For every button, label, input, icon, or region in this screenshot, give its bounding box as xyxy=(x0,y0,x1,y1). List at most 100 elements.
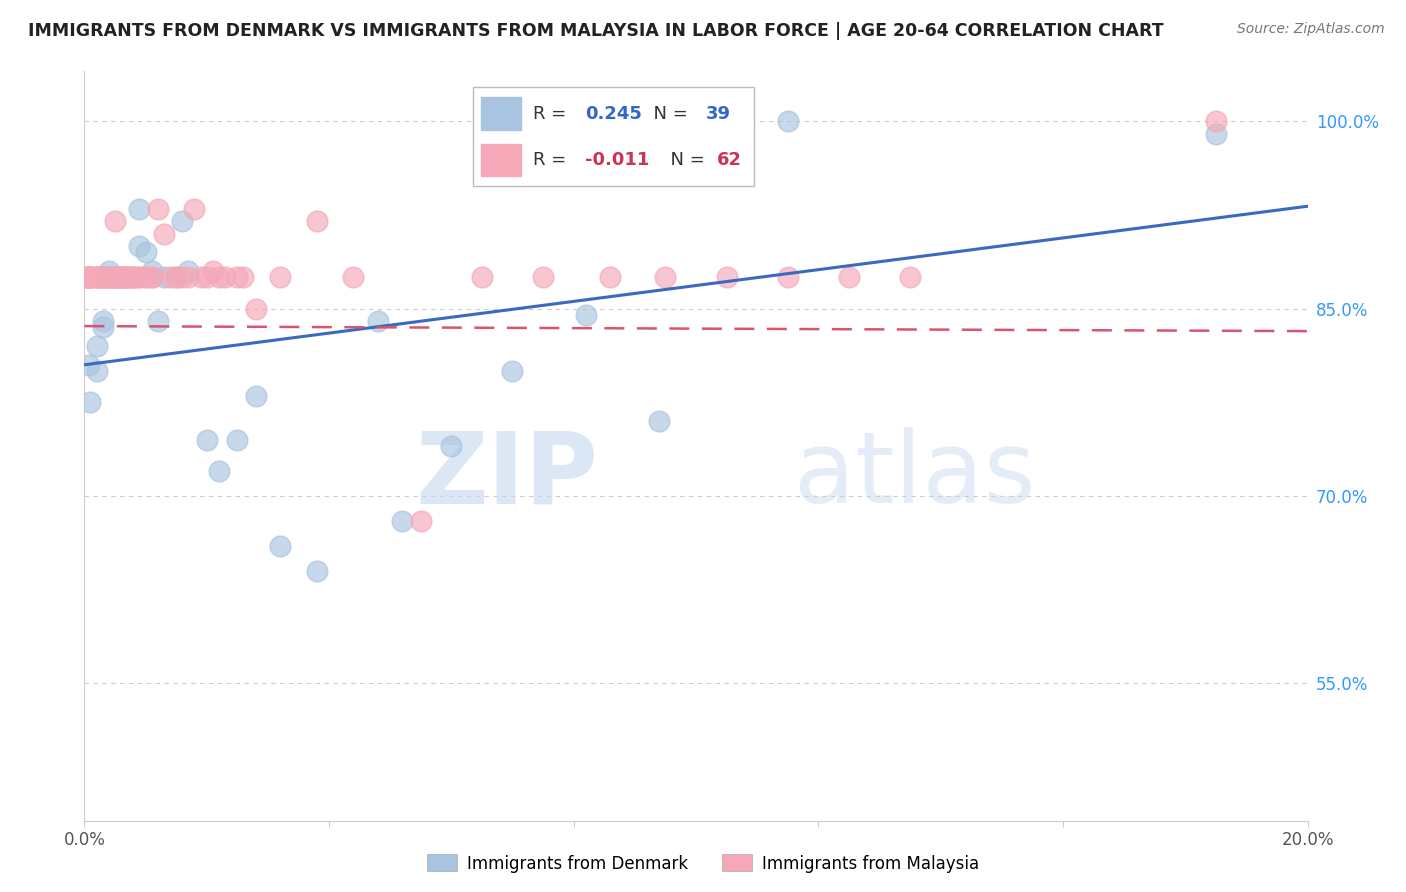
Point xyxy=(190,270,212,285)
Point xyxy=(195,433,218,447)
Point xyxy=(165,270,187,285)
Point xyxy=(104,270,127,285)
Point xyxy=(502,364,524,378)
Point xyxy=(226,270,249,285)
Point xyxy=(153,227,176,241)
Point xyxy=(104,270,127,285)
Point xyxy=(599,270,621,285)
Point xyxy=(122,270,145,285)
Point xyxy=(135,245,157,260)
Point xyxy=(776,114,799,128)
Point xyxy=(76,270,98,285)
Point xyxy=(115,270,138,285)
Point xyxy=(1205,114,1227,128)
Point xyxy=(91,270,114,285)
Point xyxy=(440,439,463,453)
Point xyxy=(86,270,108,285)
Text: atlas: atlas xyxy=(794,427,1035,524)
Point xyxy=(776,270,799,285)
Point xyxy=(305,214,328,228)
Point xyxy=(135,270,157,285)
Point xyxy=(86,364,108,378)
Point xyxy=(269,270,291,285)
Point xyxy=(104,270,127,285)
Point xyxy=(409,514,432,528)
Point xyxy=(172,270,194,285)
Point xyxy=(128,239,150,253)
Point xyxy=(110,270,132,285)
Point xyxy=(342,270,364,285)
Point xyxy=(177,264,200,278)
Point xyxy=(91,320,114,334)
Point xyxy=(141,270,163,285)
Point xyxy=(531,270,554,285)
Point xyxy=(97,270,120,285)
Point xyxy=(97,270,120,285)
Point xyxy=(104,270,127,285)
Point xyxy=(76,270,98,285)
Point xyxy=(146,202,169,216)
Point xyxy=(97,264,120,278)
Point xyxy=(391,514,413,528)
Point xyxy=(104,270,127,285)
Point xyxy=(232,270,254,285)
Point xyxy=(115,270,138,285)
Point xyxy=(128,202,150,216)
Point xyxy=(128,270,150,285)
Point xyxy=(208,270,231,285)
Point xyxy=(159,270,181,285)
Point xyxy=(172,214,194,228)
Point xyxy=(654,270,676,285)
Point xyxy=(245,301,267,316)
Point xyxy=(195,270,218,285)
Point xyxy=(110,270,132,285)
Point xyxy=(226,433,249,447)
Point xyxy=(77,358,100,372)
Point xyxy=(305,564,328,578)
Point xyxy=(141,264,163,278)
Point xyxy=(201,264,224,278)
Point xyxy=(135,270,157,285)
Point xyxy=(91,270,114,285)
Point xyxy=(146,314,169,328)
Point xyxy=(177,270,200,285)
Point xyxy=(214,270,236,285)
Text: IMMIGRANTS FROM DENMARK VS IMMIGRANTS FROM MALAYSIA IN LABOR FORCE | AGE 20-64 C: IMMIGRANTS FROM DENMARK VS IMMIGRANTS FR… xyxy=(28,22,1164,40)
Point xyxy=(183,202,205,216)
Point xyxy=(269,539,291,553)
Point xyxy=(104,214,127,228)
Point xyxy=(245,389,267,403)
Point xyxy=(86,270,108,285)
Point xyxy=(471,270,494,285)
Text: ZIP: ZIP xyxy=(415,427,598,524)
Point xyxy=(79,270,101,285)
Point xyxy=(86,339,108,353)
Legend: Immigrants from Denmark, Immigrants from Malaysia: Immigrants from Denmark, Immigrants from… xyxy=(420,847,986,880)
Point xyxy=(165,270,187,285)
Point xyxy=(86,270,108,285)
Point xyxy=(141,270,163,285)
Point xyxy=(76,270,98,285)
Point xyxy=(115,270,138,285)
Point xyxy=(86,270,108,285)
Point xyxy=(97,270,120,285)
Point xyxy=(79,270,101,285)
Point xyxy=(79,270,101,285)
Point xyxy=(91,270,114,285)
Point xyxy=(367,314,389,328)
Point xyxy=(575,308,598,322)
Point xyxy=(97,270,120,285)
Point xyxy=(110,270,132,285)
Point xyxy=(648,414,671,428)
Point xyxy=(153,270,176,285)
Point xyxy=(79,270,101,285)
Point xyxy=(1205,127,1227,141)
Point xyxy=(115,270,138,285)
Point xyxy=(208,464,231,478)
Point xyxy=(110,270,132,285)
Point xyxy=(128,270,150,285)
Point xyxy=(122,270,145,285)
Point xyxy=(91,314,114,328)
Point xyxy=(122,270,145,285)
Point xyxy=(716,270,738,285)
